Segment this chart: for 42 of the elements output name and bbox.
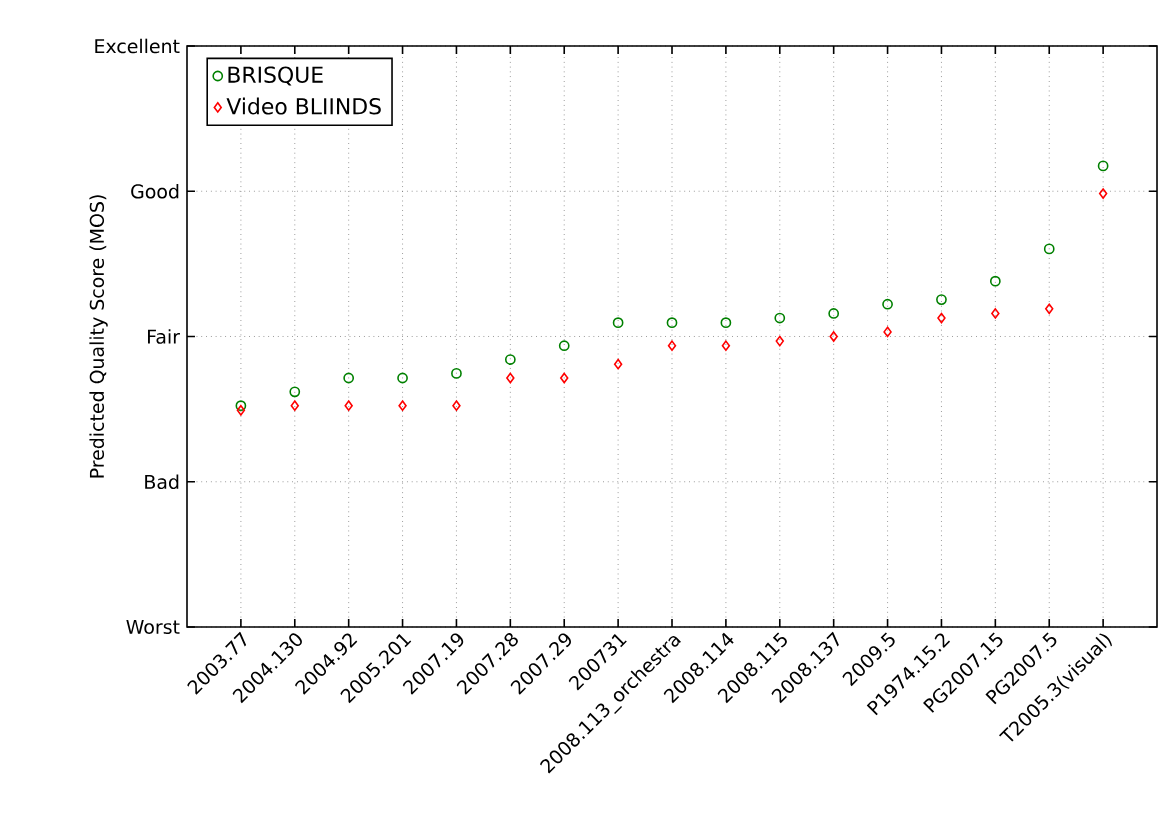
point	[290, 400, 300, 412]
point	[883, 326, 892, 338]
point	[882, 298, 893, 310]
point	[397, 372, 408, 384]
y-axis-title: Predicted Quality Score (MOS)	[89, 195, 108, 478]
point	[775, 335, 785, 347]
point	[558, 340, 570, 352]
point	[829, 331, 838, 342]
point	[936, 294, 947, 305]
point	[398, 400, 407, 412]
point	[667, 340, 677, 352]
text: Bad	[145, 474, 179, 490]
point	[828, 308, 840, 319]
text: Good	[131, 183, 179, 199]
point	[236, 404, 246, 416]
point	[612, 317, 624, 329]
point	[452, 400, 461, 412]
legend-label: Video BLIINDS	[226, 97, 381, 115]
point	[451, 368, 462, 379]
text: Excellent	[95, 38, 180, 54]
point	[989, 275, 1001, 287]
text: Worst	[126, 619, 180, 635]
point	[1043, 243, 1055, 255]
point	[1045, 303, 1054, 315]
point	[235, 400, 247, 412]
point	[343, 372, 355, 384]
point	[504, 354, 516, 365]
point	[344, 400, 353, 412]
text: Fair	[148, 329, 180, 344]
point	[937, 312, 946, 324]
point	[506, 372, 515, 384]
point	[289, 386, 301, 398]
legend-label: BRISQUE	[228, 66, 323, 86]
point	[613, 358, 623, 370]
point	[666, 317, 678, 329]
point	[991, 308, 1000, 319]
point	[1098, 188, 1108, 199]
point	[774, 312, 786, 324]
point	[1097, 160, 1109, 172]
point	[721, 340, 731, 352]
point	[720, 317, 732, 329]
point	[559, 372, 569, 384]
